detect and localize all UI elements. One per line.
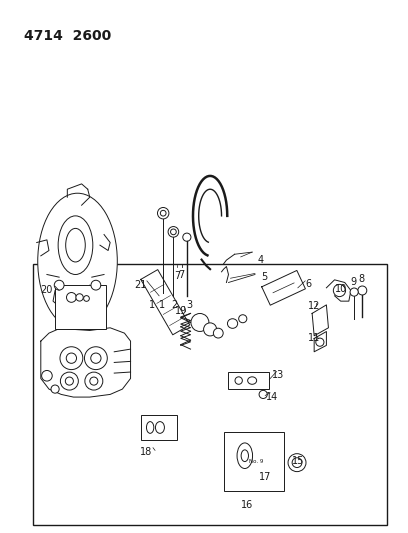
Text: 7: 7 xyxy=(178,270,185,280)
Circle shape xyxy=(288,454,306,472)
Circle shape xyxy=(65,377,73,385)
Circle shape xyxy=(54,280,64,290)
Text: 10: 10 xyxy=(335,284,347,294)
Circle shape xyxy=(168,227,179,237)
Ellipse shape xyxy=(38,193,118,329)
Ellipse shape xyxy=(248,377,257,384)
Bar xyxy=(224,432,284,491)
Circle shape xyxy=(259,390,267,399)
Circle shape xyxy=(91,280,101,290)
Circle shape xyxy=(292,458,302,467)
Circle shape xyxy=(91,353,101,364)
Text: 13: 13 xyxy=(272,370,284,380)
Circle shape xyxy=(67,293,76,302)
Text: 1: 1 xyxy=(159,300,166,310)
Circle shape xyxy=(204,323,217,336)
Bar xyxy=(228,372,269,389)
Circle shape xyxy=(213,328,223,338)
Text: 20: 20 xyxy=(41,285,53,295)
Circle shape xyxy=(316,338,324,346)
Circle shape xyxy=(183,233,191,241)
Text: 3: 3 xyxy=(186,300,193,310)
Circle shape xyxy=(157,207,169,219)
Circle shape xyxy=(333,285,346,296)
Circle shape xyxy=(51,385,59,393)
Text: 19: 19 xyxy=(175,306,188,316)
Text: 2: 2 xyxy=(171,300,178,310)
Circle shape xyxy=(350,288,358,296)
Text: 16: 16 xyxy=(241,500,253,510)
Circle shape xyxy=(84,347,107,369)
Circle shape xyxy=(60,347,83,369)
Text: 18: 18 xyxy=(140,447,152,457)
Circle shape xyxy=(191,313,209,332)
Ellipse shape xyxy=(58,216,93,274)
Text: 5: 5 xyxy=(261,272,268,282)
Text: 21: 21 xyxy=(135,280,147,290)
Ellipse shape xyxy=(235,377,242,384)
Circle shape xyxy=(160,211,166,216)
Circle shape xyxy=(171,229,176,235)
Ellipse shape xyxy=(66,229,85,262)
Circle shape xyxy=(60,372,78,390)
Circle shape xyxy=(66,353,77,364)
Text: 15: 15 xyxy=(292,456,304,466)
Circle shape xyxy=(90,377,98,385)
Text: 4: 4 xyxy=(257,255,264,265)
Circle shape xyxy=(42,370,52,381)
Text: 17: 17 xyxy=(259,472,271,482)
Text: 9: 9 xyxy=(350,277,357,287)
Circle shape xyxy=(85,372,103,390)
Text: 6: 6 xyxy=(305,279,311,289)
Text: 8: 8 xyxy=(358,274,365,285)
Text: 12: 12 xyxy=(308,301,320,311)
Ellipse shape xyxy=(146,422,154,433)
Ellipse shape xyxy=(228,319,237,328)
Ellipse shape xyxy=(155,422,164,433)
Text: 7: 7 xyxy=(174,271,181,281)
Text: 4714  2600: 4714 2600 xyxy=(24,29,112,43)
Bar xyxy=(55,285,106,329)
Text: No. 9: No. 9 xyxy=(249,458,264,464)
Bar xyxy=(141,415,177,440)
Circle shape xyxy=(84,296,89,301)
Ellipse shape xyxy=(241,450,248,462)
Text: 1: 1 xyxy=(149,300,155,310)
Bar xyxy=(33,264,387,525)
Text: 14: 14 xyxy=(266,392,279,402)
Ellipse shape xyxy=(237,443,253,469)
Circle shape xyxy=(76,294,83,301)
Ellipse shape xyxy=(239,314,247,322)
Circle shape xyxy=(358,286,367,295)
Text: 11: 11 xyxy=(308,333,320,343)
